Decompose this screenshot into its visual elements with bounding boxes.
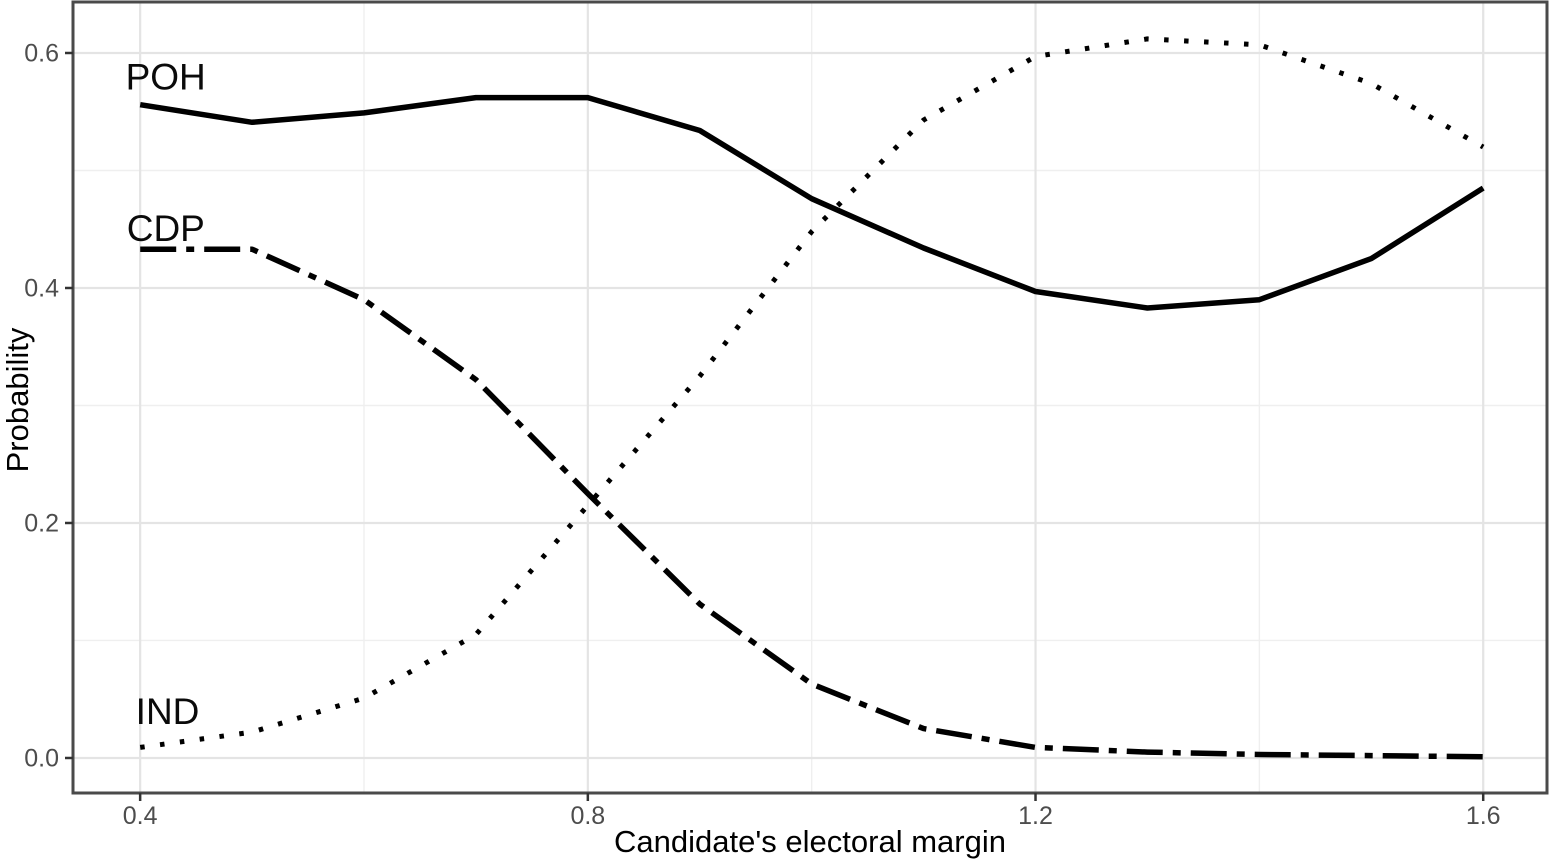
series-label-poh: POH	[126, 56, 206, 97]
series-labels-layer: POH CDP IND	[126, 56, 206, 731]
series-layer	[139, 36, 1485, 760]
x-tick-label: 0.4	[123, 802, 158, 830]
y-tick-label: 0.0	[24, 744, 59, 772]
series-line-ind	[139, 36, 1485, 750]
x-tick-label: 1.2	[1018, 802, 1053, 830]
x-axis-title: Candidate's electoral margin	[614, 824, 1006, 859]
panel-border	[71, 0, 1549, 795]
ticks-layer	[65, 51, 1485, 801]
y-tick-label: 0.4	[24, 274, 59, 302]
gridlines-layer	[73, 2, 1547, 793]
y-tick-label: 0.2	[24, 509, 59, 537]
y-tick-label: 0.6	[24, 39, 59, 67]
x-tick-label: 1.6	[1466, 802, 1501, 830]
series-line-poh	[139, 94, 1485, 311]
series-label-cdp: CDP	[127, 208, 205, 249]
series-line-cdp	[140, 246, 1484, 760]
tick-labels-layer: 0.4 0.8 1.2 1.6 0.0 0.2 0.4 0.6	[24, 39, 1500, 830]
y-axis-title: Probability	[0, 327, 35, 472]
series-label-ind: IND	[136, 691, 200, 732]
x-tick-label: 0.8	[570, 802, 605, 830]
